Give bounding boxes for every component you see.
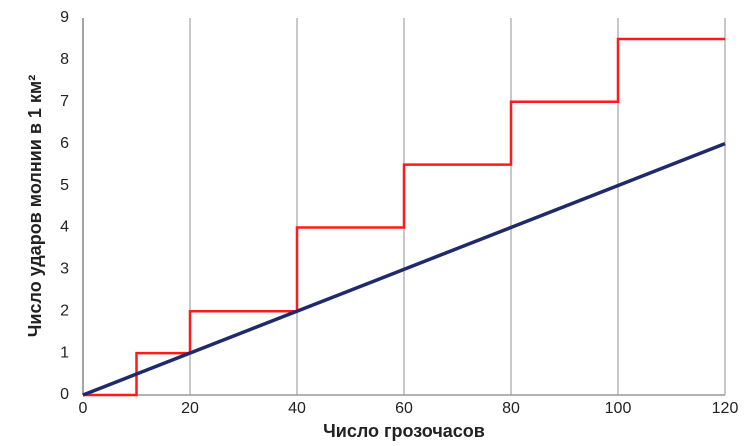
y-tick-label: 2 xyxy=(60,302,69,319)
y-tick-label: 7 xyxy=(60,93,69,110)
series-line xyxy=(83,37,725,397)
x-tick-label: 20 xyxy=(181,400,199,417)
x-tick-label: 60 xyxy=(395,400,413,417)
y-axis-title: Число ударов молнии в 1 км² xyxy=(25,75,45,337)
y-tick-label: 3 xyxy=(60,261,69,278)
y-tick-label: 6 xyxy=(60,135,69,152)
y-tick-label: 8 xyxy=(60,51,69,68)
x-tick-label: 120 xyxy=(712,400,739,417)
y-tick-label: 1 xyxy=(60,344,69,361)
series-line xyxy=(82,142,726,397)
x-tick-label: 0 xyxy=(79,400,88,417)
y-tick-label: 5 xyxy=(60,177,69,194)
x-tick-label: 80 xyxy=(502,400,520,417)
y-tick-label: 0 xyxy=(60,386,69,403)
y-tick-label: 4 xyxy=(60,219,69,236)
x-axis-title: Число грозочасов xyxy=(323,421,485,441)
x-tick-label: 40 xyxy=(288,400,306,417)
x-tick-label: 100 xyxy=(605,400,632,417)
y-tick-label: 9 xyxy=(60,9,69,26)
